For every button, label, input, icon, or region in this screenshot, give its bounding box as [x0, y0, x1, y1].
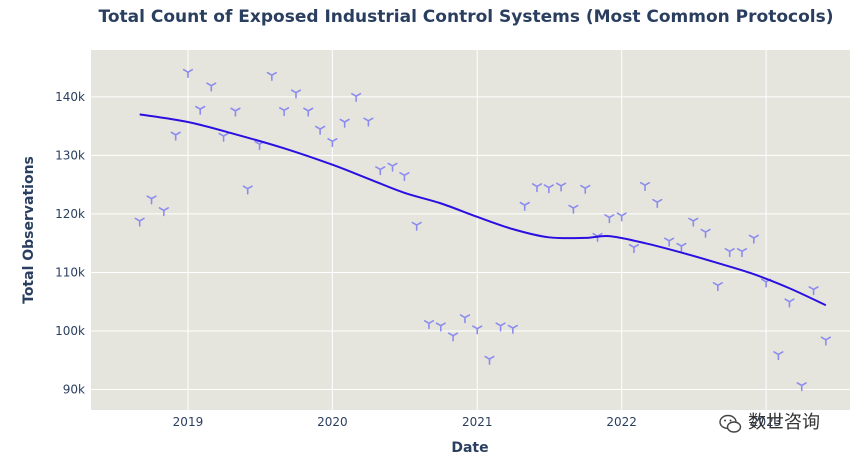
- scatter-point: [604, 214, 615, 224]
- y-axis-title: Total Observations: [21, 156, 37, 304]
- trend-line: [139, 113, 827, 307]
- scatter-point: [242, 185, 253, 195]
- scatter-point: [182, 68, 194, 79]
- x-axis-title: Date: [451, 440, 488, 456]
- scatter-point: [495, 322, 506, 332]
- scatter-point: [290, 89, 302, 99]
- scatter-point: [195, 105, 206, 115]
- scatter-point: [616, 212, 627, 222]
- y-tick-label: 130k: [55, 148, 85, 162]
- scatter-point: [278, 106, 290, 117]
- scatter-point: [339, 118, 350, 128]
- scatter-point: [724, 248, 735, 258]
- x-tick-label: 2020: [317, 415, 348, 429]
- scatter-point: [266, 71, 277, 81]
- scatter-point: [206, 82, 217, 92]
- scatter-point: [664, 237, 675, 247]
- scatter-point: [327, 138, 338, 148]
- scatter-point: [652, 198, 663, 208]
- scatter-point: [712, 282, 723, 292]
- scatter-point: [472, 325, 483, 335]
- scatter-point: [363, 117, 374, 127]
- scatter-point: [375, 166, 386, 176]
- y-axis: 90k 100k 110k 120k 130k 140k: [55, 90, 85, 397]
- scatter-point: [459, 314, 471, 324]
- x-axis: 2019 2020 2021 2022 2023: [173, 415, 782, 429]
- wechat-icon: [719, 414, 742, 433]
- scatter-point: [218, 132, 229, 142]
- scatter-point: [555, 182, 567, 192]
- scatter-point: [303, 107, 314, 117]
- scatter-point: [351, 92, 362, 103]
- scatter-point: [543, 184, 554, 194]
- scatter-point: [736, 248, 748, 258]
- scatter-point: [484, 355, 495, 365]
- scatter-point: [387, 162, 398, 172]
- grid: [91, 50, 850, 410]
- x-tick-label: 2019: [173, 415, 204, 429]
- scatter-point: [519, 201, 530, 211]
- scatter-point: [146, 195, 157, 205]
- scatter-point: [773, 351, 784, 361]
- y-tick-label: 90k: [63, 383, 85, 397]
- scatter-point: [568, 204, 579, 214]
- y-tick-label: 100k: [55, 324, 85, 338]
- scatter-point: [399, 171, 410, 182]
- scatter-point: [808, 286, 819, 296]
- plot-area: [91, 50, 850, 410]
- chart-title: Total Count of Exposed Industrial Contro…: [99, 7, 834, 27]
- y-tick-label: 140k: [55, 90, 85, 104]
- x-tick-label: 2021: [462, 415, 493, 429]
- scatter-point: [676, 242, 687, 252]
- x-tick-label: 2023: [751, 415, 782, 429]
- scatter-point: [820, 336, 831, 346]
- scatter-point: [158, 207, 169, 217]
- scatter-point: [796, 382, 807, 392]
- scatter-point: [784, 298, 795, 308]
- y-tick-label: 120k: [55, 207, 85, 221]
- scatter-point: [628, 243, 640, 254]
- scatter-point: [700, 228, 711, 238]
- scatter-point: [447, 332, 459, 342]
- scatter-series: [134, 68, 831, 392]
- trend-series: [139, 113, 827, 307]
- scatter-point: [423, 320, 435, 330]
- watermark: 数世咨询: [719, 412, 820, 433]
- scatter-point: [748, 234, 759, 244]
- x-tick-label: 2022: [606, 415, 637, 429]
- scatter-point: [170, 131, 181, 141]
- scatter-point: [230, 107, 241, 117]
- scatter-point: [134, 217, 145, 227]
- scatter-point: [580, 184, 591, 194]
- scatter-point: [531, 183, 543, 193]
- scatter-point: [435, 322, 446, 332]
- y-tick-label: 110k: [55, 265, 85, 279]
- watermark-text: 数世咨询: [748, 412, 820, 433]
- scatter-point: [639, 181, 651, 192]
- scatter-point: [507, 324, 518, 334]
- scatter-point: [314, 125, 326, 135]
- scatter-point: [411, 221, 422, 231]
- scatter-point: [688, 217, 699, 227]
